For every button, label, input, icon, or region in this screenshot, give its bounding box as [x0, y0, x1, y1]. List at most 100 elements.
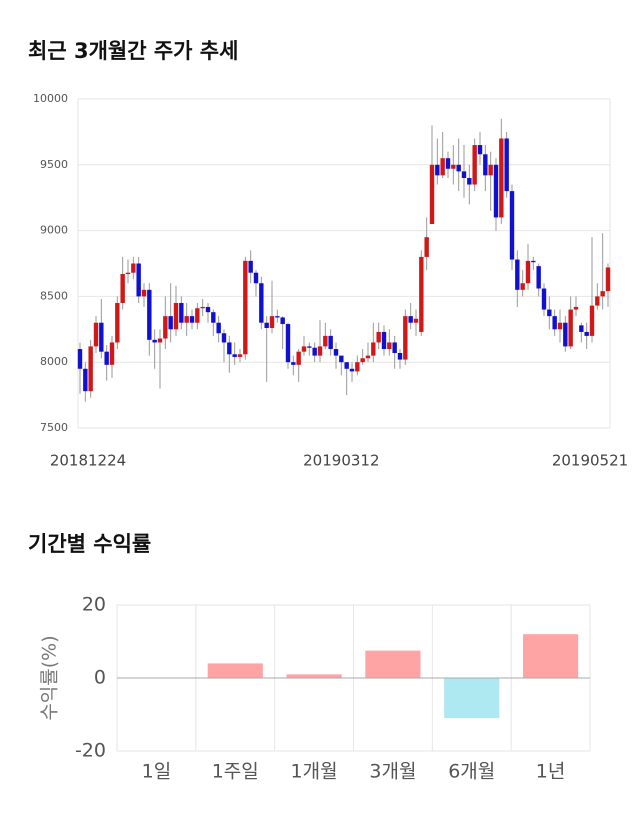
candle-body	[499, 138, 504, 218]
candle-body	[205, 306, 211, 313]
chart-title: 기간별 수익률	[28, 532, 151, 556]
candle-body	[339, 355, 344, 363]
candle-body	[333, 349, 339, 356]
bar	[365, 650, 421, 678]
candle-body	[280, 317, 285, 325]
candle-body	[600, 291, 605, 297]
candle-body	[573, 306, 579, 310]
candle-body	[584, 331, 589, 336]
candle-body	[376, 331, 381, 343]
candle-body	[104, 351, 109, 365]
candle-body	[515, 259, 520, 290]
candle-body	[392, 342, 397, 353]
candle-body	[397, 352, 403, 360]
candle-body	[419, 256, 424, 332]
bar	[522, 634, 579, 678]
y-tick-label: 9000	[40, 224, 68, 237]
candle-body	[424, 237, 429, 257]
candle-body	[189, 316, 195, 323]
candle-body	[328, 335, 333, 350]
candle-body	[275, 316, 280, 318]
candle-body	[344, 362, 349, 369]
x-tick-label: 20190312	[303, 452, 379, 470]
candle-body	[552, 316, 557, 330]
candle-body	[408, 316, 413, 323]
candle-body	[131, 263, 136, 273]
candle-body	[115, 302, 120, 343]
y-tick-label: 10000	[33, 92, 68, 105]
candle-body	[216, 322, 221, 334]
candle-body	[285, 324, 291, 363]
candle-body	[323, 335, 328, 347]
candle-body	[120, 274, 125, 303]
candle-body	[493, 164, 499, 218]
candle-body	[488, 164, 493, 176]
candle-body	[195, 308, 200, 323]
candle-body	[232, 354, 237, 357]
candle-body	[477, 145, 483, 155]
candle-body	[77, 349, 83, 369]
candle-body	[403, 316, 408, 360]
candle-body	[253, 272, 259, 284]
x-tick-label: 20181224	[50, 452, 126, 470]
candle-body	[531, 260, 536, 263]
y-tick-label: -20	[75, 740, 106, 762]
candle-body	[157, 338, 163, 343]
candle-body	[317, 346, 323, 356]
candle-body	[227, 342, 232, 355]
candle-body	[259, 283, 264, 323]
candle-body	[99, 322, 104, 352]
candle-body	[461, 171, 467, 178]
candle-body	[152, 339, 157, 343]
candle-body	[579, 325, 584, 332]
candle-body	[301, 346, 307, 352]
y-tick-label: 7500	[40, 421, 68, 434]
x-tick-label: 1주일	[212, 761, 259, 783]
candle-body	[429, 164, 435, 225]
candle-body	[467, 177, 472, 185]
y-tick-label: 8000	[40, 355, 68, 368]
candle-body	[547, 309, 552, 317]
candle-body	[483, 154, 488, 176]
candle-body	[520, 283, 525, 290]
x-tick-label: 20190521	[552, 452, 628, 470]
candle-body	[456, 164, 461, 172]
candle-body	[264, 322, 269, 328]
candle-body	[200, 306, 205, 309]
x-tick-label: 6개월	[448, 761, 495, 783]
bar	[207, 663, 263, 678]
candle-body	[509, 191, 515, 260]
y-tick-label: 0	[94, 667, 106, 689]
candle-body	[312, 347, 317, 356]
candle-body	[387, 342, 392, 350]
x-tick-label: 1일	[142, 761, 172, 783]
x-tick-label: 3개월	[369, 761, 416, 783]
y-tick-label: 20	[82, 594, 106, 616]
candle-body	[349, 368, 355, 372]
candle-body	[605, 267, 611, 292]
candle-body	[525, 260, 531, 284]
bar	[444, 678, 500, 719]
candle-body	[221, 333, 227, 343]
candle-body	[109, 342, 115, 365]
candle-body	[595, 296, 600, 306]
candle-body	[504, 138, 509, 192]
candle-body	[360, 358, 365, 363]
candle-body	[568, 309, 573, 347]
candle-body	[557, 322, 563, 330]
candle-body	[355, 362, 360, 372]
candle-body	[88, 346, 93, 392]
candle-body	[179, 302, 184, 323]
x-tick-label: 1개월	[291, 761, 338, 783]
candle-body	[307, 346, 312, 348]
candle-body	[83, 368, 88, 392]
y-axis-label: 수익률(%)	[39, 635, 61, 720]
candle-body	[237, 354, 243, 357]
chart-title: 최근 3개월간 주가 추세	[28, 39, 238, 63]
candle-body	[168, 316, 173, 330]
candle-body	[536, 266, 541, 289]
candle-body	[211, 312, 216, 323]
candle-body	[563, 322, 568, 347]
candle-body	[472, 145, 477, 185]
